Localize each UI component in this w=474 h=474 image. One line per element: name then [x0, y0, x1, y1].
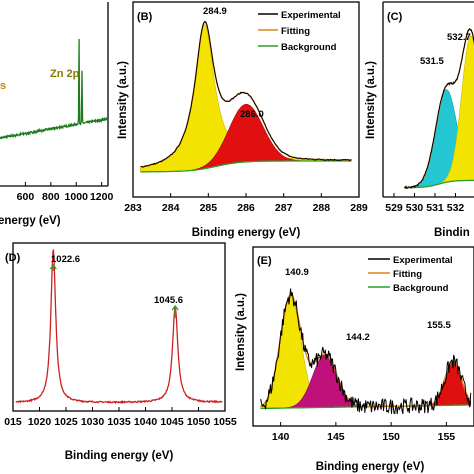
panel-c-x-tick-label: 531: [426, 202, 444, 214]
panel-c-x-label: Bindin: [434, 227, 470, 239]
panel-e-peak-label-2: 144.2: [346, 332, 370, 343]
panel-b-experimental-line: [140, 20, 352, 168]
panel-e-x-tick-label: 155: [438, 431, 456, 443]
panel-b-label: (B): [137, 11, 153, 23]
panel-b-peak-label-2: 286.0: [240, 109, 264, 120]
panel-a-x-tick-label: 1200: [90, 191, 114, 203]
panel-b-x-tick-label: 286: [237, 202, 255, 214]
panel-b-legend: Experimental Fitting Background: [258, 10, 341, 53]
panel-d-x-tick-label: 1035: [107, 416, 131, 428]
panel-b-x-tick-label: 284: [162, 202, 180, 214]
panel-d-peak-label-1: 1022.6: [51, 254, 80, 265]
panel-d-peak-label-2: 1045.6: [154, 295, 183, 306]
panel-e-x-tick-label: 150: [382, 431, 400, 443]
panel-d-x-tick-label: 1055: [213, 416, 237, 428]
panel-c-x-tick-label: 532: [447, 202, 465, 214]
panel-d-x-tick-label: 1030: [81, 416, 105, 428]
panel-c-y-label: Intensity (a.u.): [365, 61, 377, 139]
panel-d-peak-arrows: [49, 263, 179, 318]
panel-e-ticks: 140 145 150 155: [272, 422, 455, 443]
panel-c-experimental-line: [403, 28, 474, 190]
panel-a-x-tick-label: 1000: [65, 191, 89, 203]
panel-e-y-label: Intensity (a.u.): [235, 293, 247, 371]
panel-d-x-tick-label: 1040: [134, 416, 158, 428]
panel-e-label: (E): [257, 255, 272, 267]
panel-d-x-label: Binding energy (eV): [65, 450, 174, 462]
panel-d-x-tick-label: 1025: [54, 416, 78, 428]
panel-b-legend-experimental: Experimental: [281, 10, 341, 21]
panel-a-ticks: 600 800 1000 1200: [17, 182, 114, 203]
panel-e-legend-background: Background: [393, 283, 449, 294]
panel-e: Intensity (a.u.) 140 145 150 155 (E) 140.9 …: [235, 246, 474, 473]
panel-a-x-label: energy (eV): [0, 215, 61, 227]
panel-b-ticks: 283 284 285 286 287 288 289: [124, 193, 368, 214]
panel-c-x-tick-label: 529: [385, 202, 403, 214]
panel-b-y-label: Intensity (a.u.): [117, 61, 129, 139]
panel-c-peak-label-1: 531.5: [420, 56, 444, 67]
panel-d-x-tick-label: 1020: [28, 416, 52, 428]
panel-b-x-tick-label: 283: [124, 202, 142, 214]
panel-d-x-tick-label: 015: [4, 416, 22, 428]
panel-e-legend-experimental: Experimental: [393, 255, 453, 266]
panel-b-x-label: Binding energy (eV): [192, 227, 301, 239]
panel-b-peak-label-1: 284.9: [203, 6, 227, 17]
panel-d-x-tick-label: 1045: [160, 416, 184, 428]
panel-a: 600 800 1000 1200 s Zn 2p energy (eV): [0, 2, 113, 227]
panel-d: 015 1020 1025 1030 1035 1040 1045 1050 1055 (D) …: [4, 242, 237, 462]
panel-a-zn2p-label: Zn 2p: [50, 68, 80, 80]
panel-b-x-tick-label: 285: [200, 202, 218, 214]
panel-c-ticks: 529 530 531 532: [385, 193, 464, 214]
panel-d-arrow-head: [171, 304, 179, 311]
panel-a-survey-curve: [0, 38, 109, 140]
panel-d-label: (D): [5, 252, 21, 264]
panel-c-x-tick-label: 530: [406, 202, 424, 214]
panel-c-label: (C): [387, 11, 403, 23]
panel-e-experimental-line: [260, 288, 472, 415]
panel-e-frame: [252, 246, 474, 427]
panel-d-x-tick-label: 1050: [187, 416, 211, 428]
panel-d-ticks: 015 1020 1025 1030 1035 1040 1045 1050 1055: [4, 407, 237, 428]
panel-e-x-tick-label: 145: [327, 431, 345, 443]
panel-a-x-tick-label: 600: [17, 191, 35, 203]
panel-b-legend-fitting: Fitting: [281, 26, 310, 37]
panel-b-x-tick-label: 287: [275, 202, 293, 214]
panel-b: Intensity (a.u.) 283 284 285 286 287 288 289 (…: [117, 1, 368, 239]
panel-e-legend-fitting: Fitting: [393, 269, 422, 280]
panel-b-x-tick-label: 289: [350, 202, 368, 214]
panel-d-curve: [15, 249, 223, 405]
panel-d-arrow-head: [49, 263, 57, 270]
panel-b-background-line: [140, 160, 352, 173]
panel-a-s-label: s: [0, 80, 6, 92]
panel-e-peak-label-3: 155.5: [427, 320, 451, 331]
panel-c: Intensity (a.u.) 529 530 531 532 (C) 531.5 …: [365, 1, 474, 239]
panel-c-peak-label-2: 532.7: [447, 32, 471, 43]
panel-e-peak-140-9-fill: [260, 295, 471, 409]
panel-a-x-tick-label: 800: [42, 191, 60, 203]
panel-e-legend: Experimental Fitting Background: [368, 255, 453, 294]
panel-e-peak-label-1: 140.9: [285, 267, 309, 278]
panel-e-x-label: Binding energy (eV): [316, 461, 425, 473]
panel-e-x-tick-label: 140: [272, 431, 290, 443]
panel-c-background-line: [404, 179, 474, 189]
panel-b-x-tick-label: 288: [313, 202, 331, 214]
panel-b-legend-background: Background: [281, 42, 337, 53]
